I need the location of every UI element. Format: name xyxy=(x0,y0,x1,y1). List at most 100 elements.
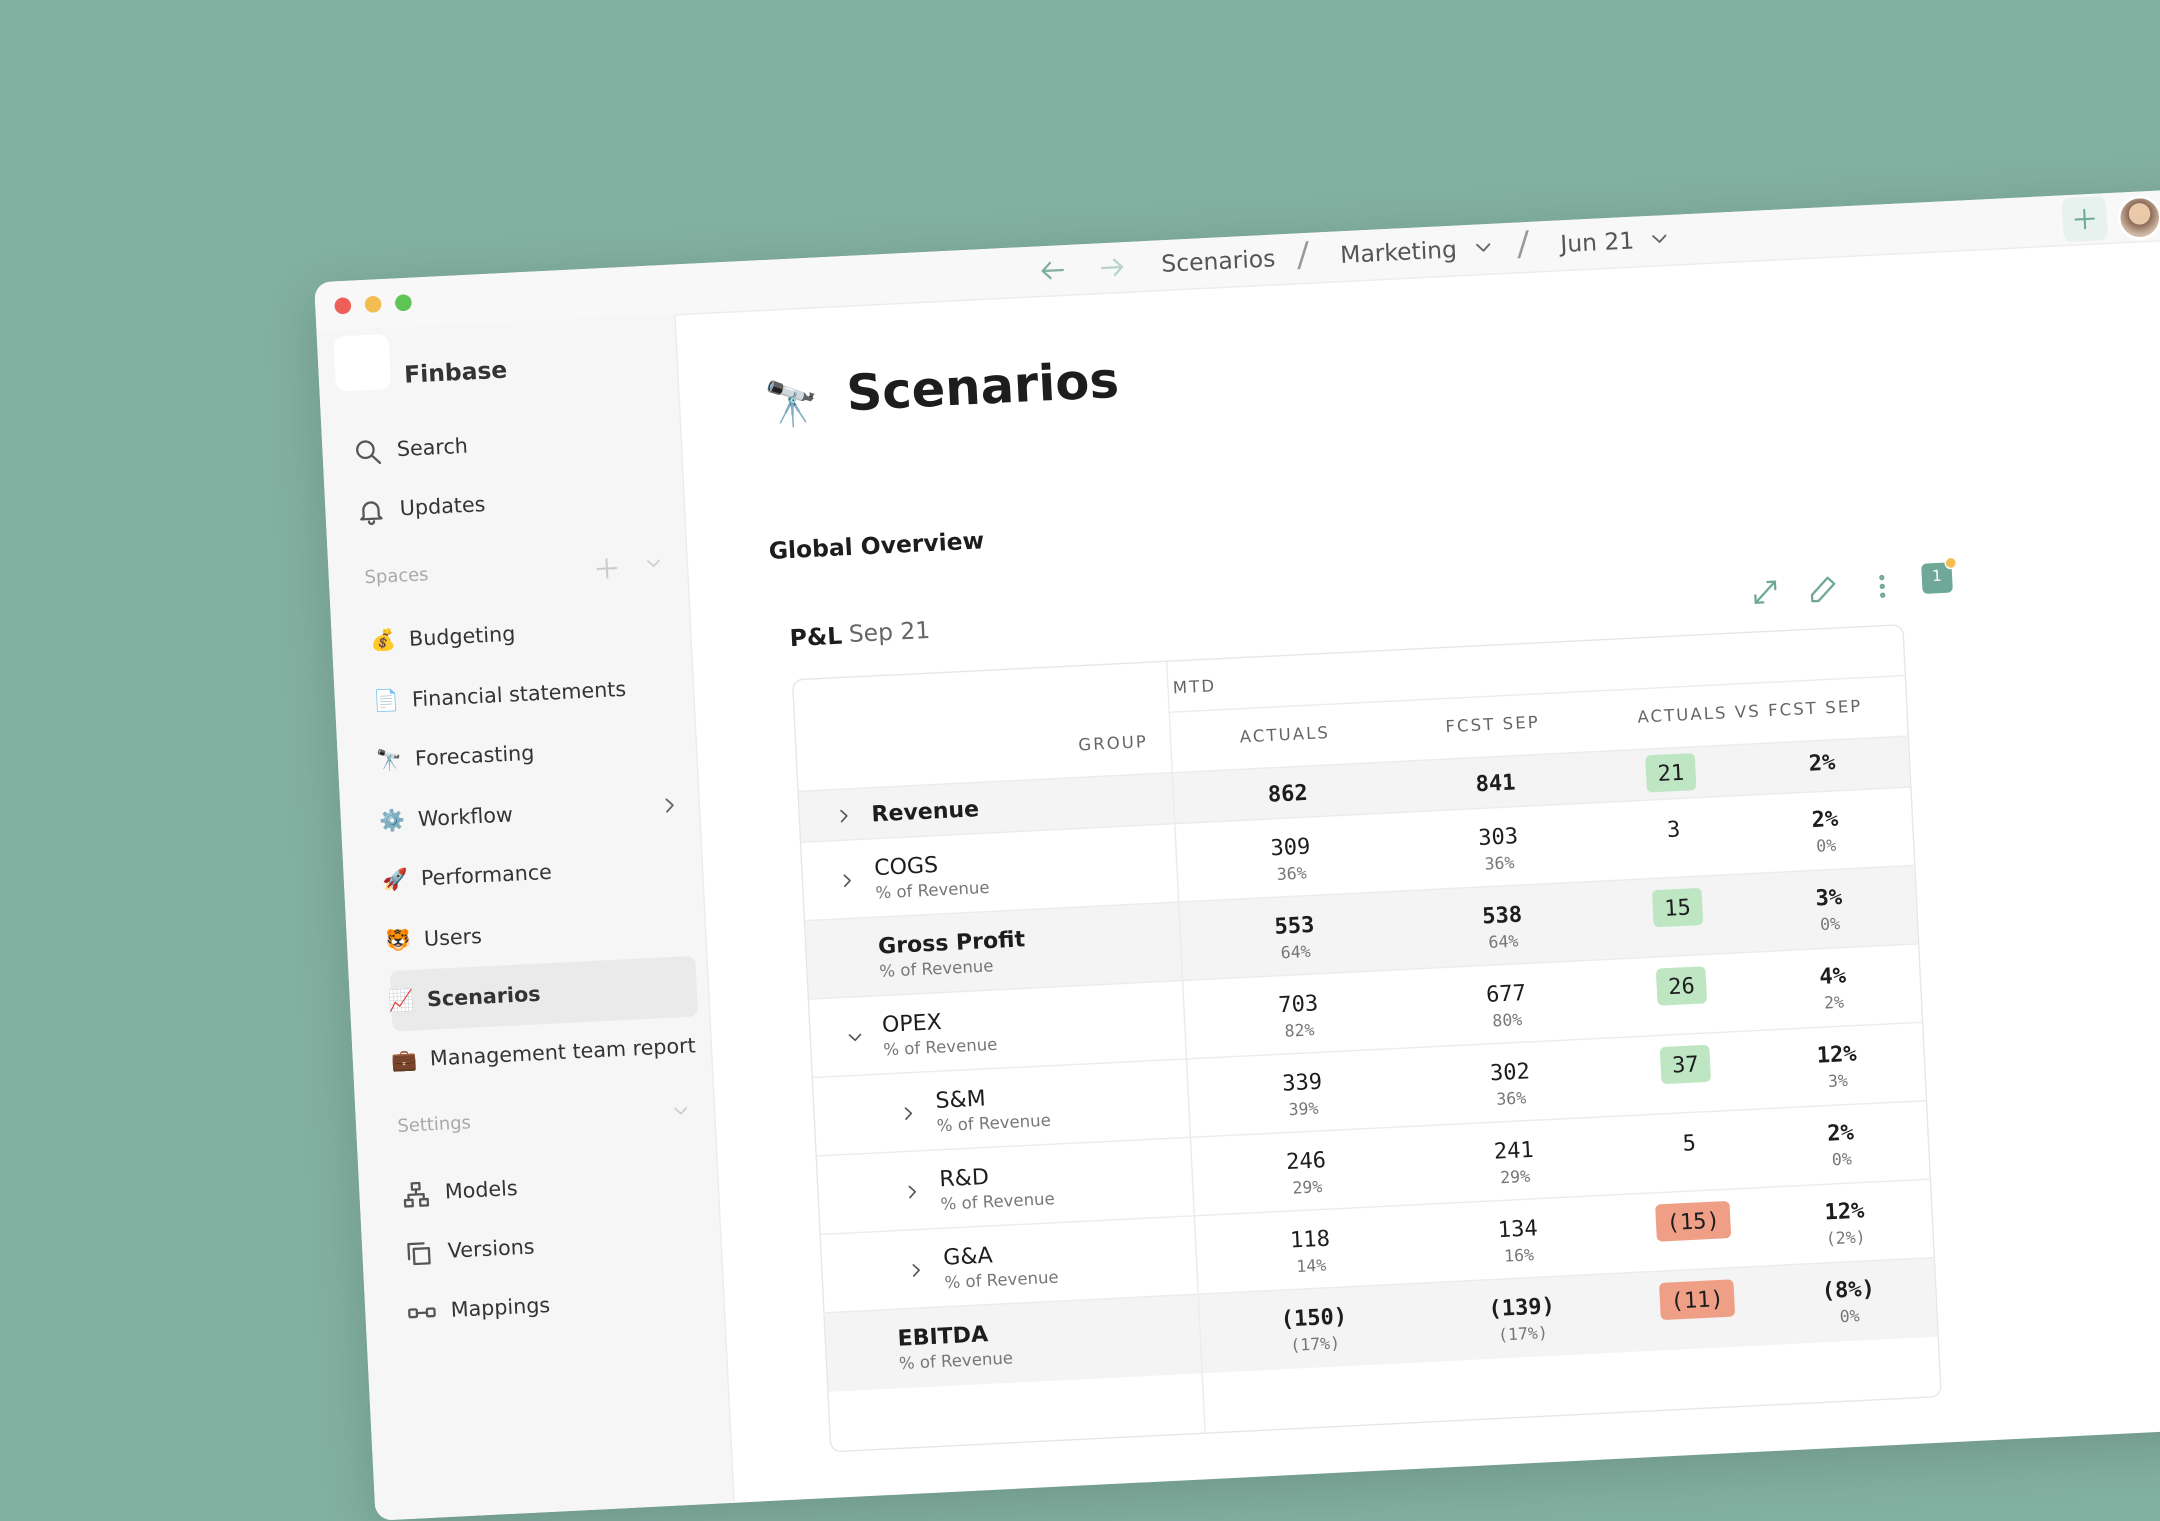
svg-shape xyxy=(360,501,383,526)
diff-pct-sub: 3% xyxy=(1827,1070,1849,1092)
value-cell: 241 29% xyxy=(1420,1117,1610,1205)
polyline-shape xyxy=(1041,261,1052,280)
diff-pct-cell: 2% 0% xyxy=(1770,1102,1911,1187)
collapse-settings[interactable] xyxy=(669,1099,692,1122)
window-control[interactable] xyxy=(364,295,382,313)
avatar[interactable] xyxy=(2116,194,2160,241)
expand-chevron[interactable] xyxy=(657,792,683,818)
breadcrumb-item[interactable]: Jun 21 xyxy=(1559,227,1635,259)
breadcrumb-item[interactable]: Scenarios xyxy=(1160,245,1277,279)
fcst-value: (139) xyxy=(1487,1291,1556,1322)
diff-pct-cell: (8%) 0% xyxy=(1778,1259,1919,1344)
row-sub: % of Revenue xyxy=(940,1188,1056,1214)
space-item[interactable]: Financial statements xyxy=(411,675,627,712)
back-button[interactable] xyxy=(1037,255,1069,287)
space-icon: 📈 xyxy=(387,987,415,1014)
polyline-shape xyxy=(908,1185,916,1198)
line-shape xyxy=(2074,217,2095,221)
diff-value: 21 xyxy=(1645,752,1697,793)
add-button[interactable] xyxy=(2061,195,2108,243)
table-row[interactable]: OPEX% of Revenue 703 82% 677 80% 26 4% 2% xyxy=(809,943,1922,1079)
svg-shape xyxy=(1810,576,1836,603)
svg-shape xyxy=(843,873,851,887)
svg-shape xyxy=(2074,208,2095,230)
circle-shape xyxy=(1879,583,1885,590)
value-cell: 677 80% xyxy=(1412,961,1602,1049)
diff-cell: 5 xyxy=(1605,1109,1774,1196)
table-row[interactable]: G&A% of Revenue 118 14% 134 16% (15) 12% (2%) xyxy=(820,1178,1934,1314)
polyline-shape xyxy=(674,1107,688,1115)
row-label: Revenue xyxy=(870,783,980,839)
row-toggle[interactable] xyxy=(836,868,859,891)
table-row[interactable]: R&D% of Revenue 246 29% 241 29% 5 2% 0% xyxy=(816,1100,1930,1236)
add-space[interactable] xyxy=(592,554,621,583)
svg-shape xyxy=(908,1185,916,1198)
space-item[interactable]: Workflow xyxy=(417,801,514,832)
breadcrumb-item[interactable]: Marketing xyxy=(1339,236,1458,270)
table-title: P&L xyxy=(789,623,843,654)
space-item[interactable]: Management team report xyxy=(429,1033,697,1072)
path-shape xyxy=(367,520,376,526)
space-item[interactable]: Forecasting xyxy=(414,740,535,772)
row-toggle[interactable] xyxy=(832,804,855,827)
path-shape xyxy=(1810,576,1836,603)
fcst-value: 302 xyxy=(1489,1057,1531,1086)
row-toggle[interactable] xyxy=(901,1180,924,1203)
value-cell: 553 64% xyxy=(1178,891,1412,981)
row-toggle[interactable] xyxy=(905,1258,928,1281)
expand-button[interactable] xyxy=(1749,576,1781,608)
space-icon: 💼 xyxy=(390,1047,418,1074)
table-row[interactable]: Revenue 862 841 21 2% xyxy=(798,735,1911,843)
actuals-value: 862 xyxy=(1267,779,1309,808)
value-cell: 302 36% xyxy=(1416,1039,1606,1127)
space-item[interactable]: Budgeting xyxy=(408,621,516,652)
settings-item[interactable]: Models xyxy=(444,1175,519,1205)
diff-pct-sub: 0% xyxy=(1815,835,1837,856)
diff-pct-cell: 2% 0% xyxy=(1755,789,1896,874)
workspace-name[interactable]: Finbase xyxy=(403,356,508,390)
column-header: ACTUALS VS FCST SEP xyxy=(1636,696,1863,727)
space-item[interactable]: Scenarios xyxy=(426,980,542,1012)
diff-pct: 12% xyxy=(1816,1040,1858,1069)
models-icon xyxy=(400,1179,432,1211)
row-sub: % of Revenue xyxy=(936,1110,1052,1136)
breadcrumb-dropdown[interactable] xyxy=(1646,226,1672,252)
row-label: COGS% of Revenue xyxy=(873,834,991,918)
nav-item[interactable]: Updates xyxy=(399,491,486,521)
diff-pct: 12% xyxy=(1823,1196,1865,1226)
breadcrumb-dropdown[interactable] xyxy=(1470,235,1496,261)
window-control[interactable] xyxy=(394,294,413,312)
page-title: Scenarios xyxy=(845,352,1121,423)
row-toggle[interactable] xyxy=(897,1101,920,1124)
actuals-pct: (17%) xyxy=(1289,1332,1341,1355)
line-shape xyxy=(370,454,382,465)
table-row[interactable]: S&M% of Revenue 339 39% 302 36% 37 12% 3% xyxy=(812,1021,1926,1157)
space-icon: 📄 xyxy=(372,687,400,714)
line-shape xyxy=(415,1311,429,1315)
space-item[interactable]: Performance xyxy=(420,860,553,892)
row-name: R&D xyxy=(938,1163,990,1192)
forward-button[interactable] xyxy=(1096,252,1128,284)
svg-shape xyxy=(403,1181,430,1208)
more-button[interactable] xyxy=(1866,570,1898,602)
row-toggle[interactable] xyxy=(844,1025,867,1048)
actuals-pct: 36% xyxy=(1276,862,1308,884)
space-item[interactable]: Users xyxy=(423,923,483,952)
svg-shape xyxy=(1754,580,1777,604)
space-icon: 🐯 xyxy=(384,927,412,954)
window-control[interactable] xyxy=(334,297,352,315)
actuals-pct: 82% xyxy=(1284,1019,1315,1041)
table-row[interactable]: COGS% of Revenue 309 36% 303 36% 3 2% 0% xyxy=(801,786,1915,922)
settings-item[interactable]: Versions xyxy=(447,1234,536,1264)
diff-value: (15) xyxy=(1654,1200,1732,1242)
collapse-spaces[interactable] xyxy=(642,552,665,575)
settings-item[interactable]: Mappings xyxy=(450,1292,551,1323)
space-icon: ⚙️ xyxy=(378,807,406,834)
actuals-value: (150) xyxy=(1280,1302,1348,1332)
actuals-value: 309 xyxy=(1269,832,1311,861)
value-cell: 303 36% xyxy=(1404,804,1594,892)
nav-item[interactable]: Search xyxy=(396,433,469,462)
pencil-button[interactable] xyxy=(1807,573,1839,605)
column-header: ACTUALS xyxy=(1239,722,1331,747)
row-sub: % of Revenue xyxy=(875,877,990,903)
